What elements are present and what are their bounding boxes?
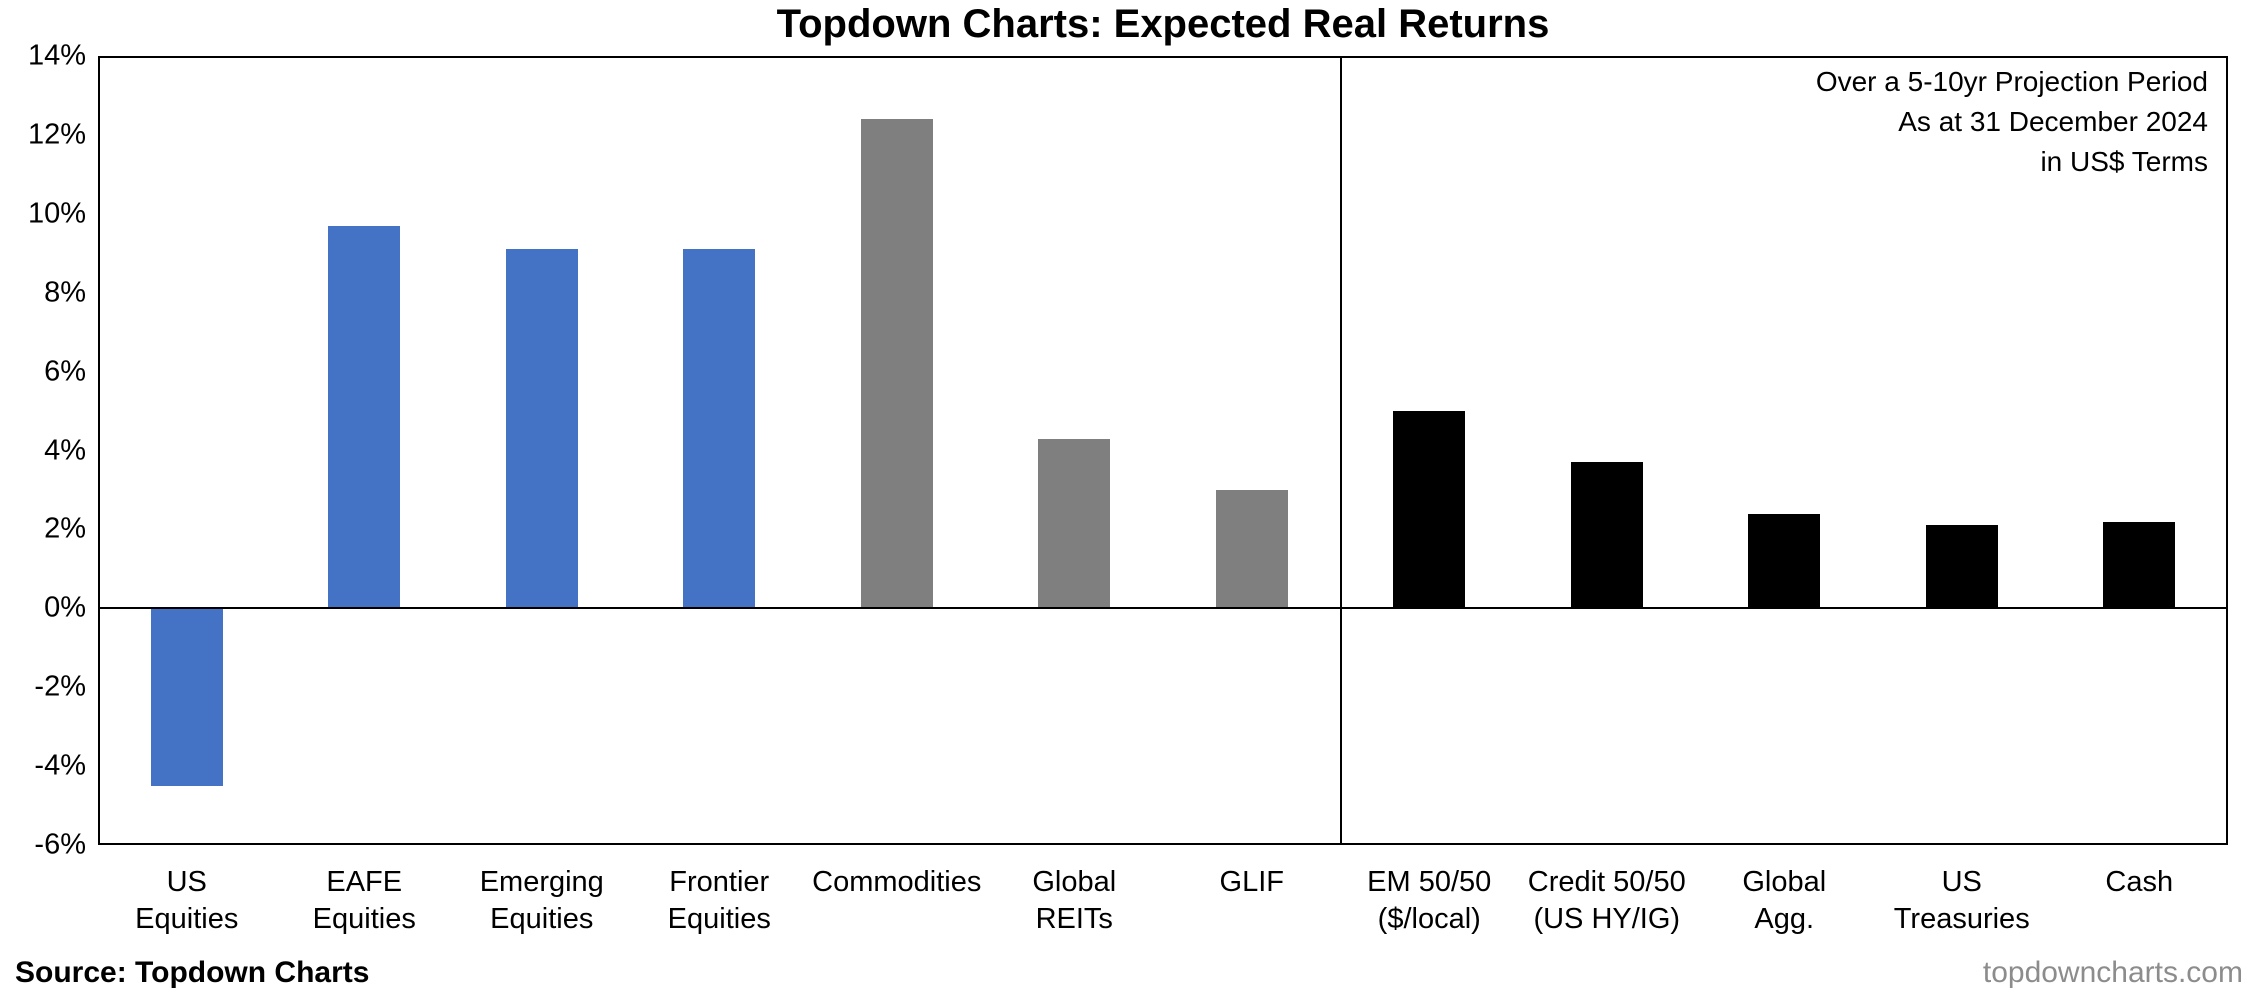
bar-global-reits	[1038, 438, 1111, 609]
bar-glif	[1215, 489, 1288, 609]
category-label-credit-50-50-us-hy-ig: Credit 50/50 (US HY/IG)	[1518, 864, 1696, 938]
category-label-commodities: Commodities	[808, 864, 986, 901]
plot-area	[98, 56, 2228, 845]
category-label-line: US	[166, 866, 207, 898]
category-label-line: US	[1941, 866, 1982, 898]
category-label-us-equities: US Equities	[98, 864, 276, 938]
y-axis-tick-label: -6%	[34, 828, 86, 861]
y-axis-tick-label: 2%	[44, 512, 86, 545]
category-label-frontier-equities: Frontier Equities	[631, 864, 809, 938]
group-divider-line	[1339, 56, 1342, 845]
bar-credit-50-50-us-hy-ig	[1570, 462, 1643, 609]
y-axis-tick-label: 12%	[27, 118, 86, 151]
category-label-line: Credit 50/50	[1527, 866, 1686, 898]
category-label-line: Agg.	[1754, 903, 1815, 935]
category-label-line: Treasuries	[1893, 903, 2030, 935]
annotation-line: Over a 5-10yr Projection Period	[1815, 66, 2208, 97]
annotation-line: As at 31 December 2024	[1898, 106, 2208, 137]
y-axis-tick-label: 4%	[44, 434, 86, 466]
category-label-cash: Cash	[2051, 864, 2229, 901]
category-label-line: REITs	[1035, 903, 1113, 935]
category-label-global-reits: Global REITs	[986, 864, 1164, 938]
category-label-line: EM 50/50	[1367, 866, 1492, 898]
category-label-us-treasuries: US Treasuries	[1873, 864, 2051, 938]
category-label-line: Commodities	[812, 866, 982, 898]
website-credit: topdowncharts.com	[1982, 956, 2243, 989]
category-label-line: Equities	[667, 903, 771, 935]
bar-us-equities	[150, 608, 223, 786]
bar-eafe-equities	[328, 225, 401, 609]
zero-axis-line	[98, 607, 2228, 610]
category-label-line: Emerging	[479, 866, 604, 898]
category-label-line: Frontier	[669, 866, 770, 898]
category-label-global-agg: Global Agg.	[1696, 864, 1874, 938]
bar-global-agg	[1748, 513, 1821, 609]
annotation-line: in US$ Terms	[2040, 146, 2208, 177]
category-label-line: Global	[1032, 866, 1117, 898]
category-label-em-50-50-local: EM 50/50 ($/local)	[1341, 864, 1519, 938]
y-axis-tick-label: -2%	[34, 670, 86, 703]
bar-commodities	[860, 119, 933, 609]
y-axis-tick-label: 0%	[44, 591, 86, 624]
category-label-line: (US HY/IG)	[1533, 903, 1681, 935]
category-label-line: Cash	[2105, 866, 2174, 898]
category-label-line: GLIF	[1219, 866, 1284, 898]
category-label-emerging-equities: Emerging Equities	[453, 864, 631, 938]
category-label-line: Equities	[135, 903, 239, 935]
bar-em-50-50-local	[1393, 411, 1466, 609]
bar-emerging-equities	[505, 249, 578, 609]
bar-us-treasuries	[1925, 525, 1998, 609]
y-axis-tick-label: 8%	[44, 276, 86, 309]
y-axis-tick-label: -4%	[34, 749, 86, 782]
category-label-line: EAFE	[326, 866, 403, 898]
category-label-line: Global	[1742, 866, 1827, 898]
chart-title: Topdown Charts: Expected Real Returns	[776, 2, 1550, 46]
y-axis-tick-label: 6%	[44, 355, 86, 388]
bar-cash	[2103, 521, 2176, 609]
source-credit: Source: Topdown Charts	[15, 956, 370, 989]
bar-frontier-equities	[683, 249, 756, 609]
category-label-line: ($/local)	[1377, 903, 1481, 935]
annotation-block: Over a 5-10yr Projection Period As at 31 …	[1816, 62, 2208, 182]
category-label-glif: GLIF	[1163, 864, 1341, 901]
y-axis-tick-label: 10%	[27, 197, 86, 230]
category-label-line: Equities	[490, 903, 594, 935]
category-label-line: Equities	[312, 903, 416, 935]
y-axis-tick-label: 14%	[27, 39, 86, 72]
category-label-eafe-equities: EAFE Equities	[276, 864, 454, 938]
